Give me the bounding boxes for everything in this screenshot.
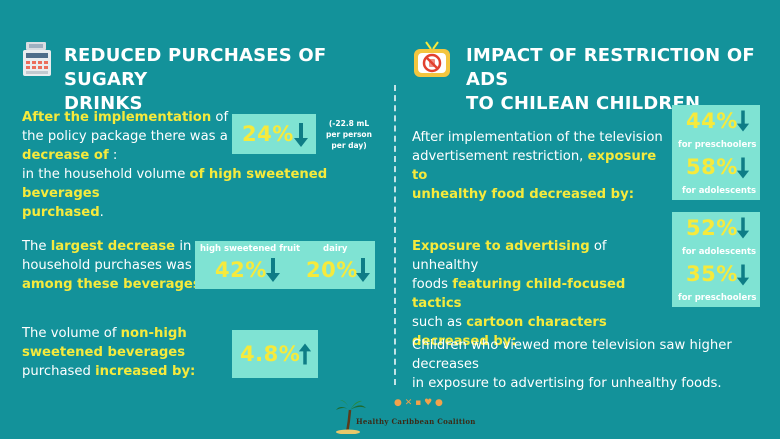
label-preschoolers: for preschoolers: [678, 293, 757, 303]
stat-box-tactics: 52% for adolescents 35% for preschoolers: [672, 212, 760, 307]
right-section-title: IMPACT OF RESTRICTION OF ADS TO CHILEAN …: [466, 45, 755, 114]
stat-value-dairy: 20%: [306, 258, 358, 282]
tv-no-sugar-icon: [412, 40, 452, 80]
logo-text: Healthy Caribbean Coalition: [356, 417, 476, 426]
category-label-dairy: dairy: [323, 244, 348, 254]
category-label-fruit: high sweetened fruit: [200, 244, 301, 254]
label-preschoolers: for preschoolers: [678, 140, 757, 150]
stat-box-4-8: 4.8%: [232, 330, 318, 378]
arrow-down-icon: [736, 110, 750, 136]
cash-register-icon: [22, 42, 52, 78]
purchase-decrease-text: After the implementation of the policy p…: [22, 110, 328, 220]
stat-box-exposure: 44% for preschoolers 58% for adolescents: [672, 105, 760, 200]
arrow-down-icon: [265, 258, 281, 286]
label-adolescents: for adolescents: [682, 186, 757, 196]
palm-tree-icon: [336, 398, 366, 438]
child-tactics-text: Exposure to advertising of unhealthy foo…: [412, 239, 626, 349]
stat-box-categories: high sweetened fruit dairy 42% 20%: [195, 241, 375, 289]
exposure-decrease-text: After implementation of the television a…: [412, 130, 663, 202]
stat-note: (-22.8 mL per person per day): [326, 119, 372, 150]
food-icons: ● ✕ ▪ ♥ ●: [394, 398, 443, 408]
arrow-down-icon: [355, 258, 371, 286]
arrow-down-icon: [736, 217, 750, 243]
stat-value-fruit: 42%: [215, 258, 267, 282]
stat-box-24: 24%: [232, 114, 316, 154]
arrow-up-icon: [298, 343, 312, 369]
arrow-down-icon: [293, 123, 309, 151]
stat-value-adolescents: 58%: [686, 155, 738, 179]
left-section-title: REDUCED PURCHASES OF SUGARY DRINKS: [64, 45, 327, 114]
arrow-down-icon: [736, 264, 750, 290]
stat-value-adolescents: 52%: [686, 216, 738, 240]
arrow-down-icon: [736, 157, 750, 183]
largest-decrease-text: The largest decrease in household purcha…: [22, 239, 206, 292]
stat-value-preschoolers: 44%: [686, 109, 738, 133]
stat-value: 4.8%: [240, 342, 301, 366]
stat-value-preschoolers: 35%: [686, 262, 738, 286]
stat-value: 24%: [242, 122, 294, 146]
hcc-logo: ● ✕ ▪ ♥ ● Healthy Caribbean Coalition: [336, 398, 475, 435]
tv-viewing-text: Children who viewed more television saw …: [412, 338, 732, 391]
section-divider: [394, 85, 396, 385]
label-adolescents: for adolescents: [682, 247, 757, 257]
volume-increase-text: The volume of non-high sweetened beverag…: [22, 326, 196, 379]
